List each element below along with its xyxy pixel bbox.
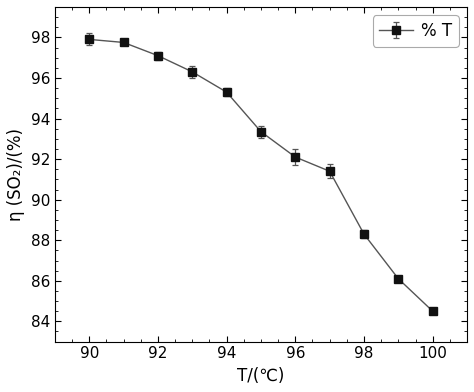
X-axis label: T/(℃): T/(℃) <box>237 367 285 385</box>
Legend: % T: % T <box>373 15 459 47</box>
Y-axis label: η (SO₂)/(%): η (SO₂)/(%) <box>7 128 25 221</box>
